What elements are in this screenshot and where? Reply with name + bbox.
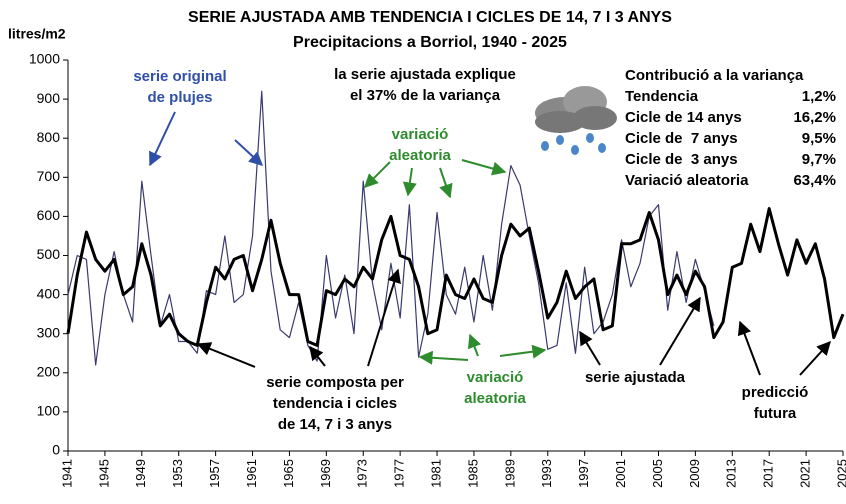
table-label: Cicle de 7 anys xyxy=(625,130,738,147)
annotation: tendencia i cicles xyxy=(273,395,397,412)
series-line xyxy=(66,207,845,347)
x-tick-label: 1985 xyxy=(465,459,480,488)
arrows xyxy=(149,111,831,376)
y-tick-label: 0 xyxy=(52,442,60,458)
y-axis-label: litres/m2 xyxy=(8,26,66,42)
chart-title: SERIE AJUSTADA AMB TENDENCIA I CICLES DE… xyxy=(188,9,672,26)
y-tick-label: 800 xyxy=(37,129,61,145)
y-tick-label: 100 xyxy=(37,403,61,419)
table-label: Cicle de 3 anys xyxy=(625,151,738,168)
x-tick-label: 2005 xyxy=(650,459,665,488)
x-tick-label: 1977 xyxy=(392,459,407,488)
chart-subtitle: Precipitacions a Borriol, 1940 - 2025 xyxy=(293,34,567,51)
table-label: Tendencia xyxy=(625,88,699,105)
x-tick-label: 1957 xyxy=(207,459,222,488)
annotation: serie composta per xyxy=(266,374,404,391)
table-value: 9,5% xyxy=(802,130,836,147)
y-tick-label: 1000 xyxy=(29,51,60,67)
x-tick-label: 1997 xyxy=(576,459,591,488)
y-tick-label: 200 xyxy=(37,364,61,380)
variance-table: Contribució a la variança Tendencia 1,2%… xyxy=(625,67,836,189)
cloud-icon xyxy=(535,86,617,155)
annotation: serie original xyxy=(133,68,226,85)
x-tick-label: 2001 xyxy=(613,459,628,488)
y-tick-label: 700 xyxy=(37,168,61,184)
table-value: 1,2% xyxy=(802,88,836,105)
y-tick-label: 500 xyxy=(37,246,61,262)
x-tick-label: 2017 xyxy=(761,459,776,488)
table-value: 63,4% xyxy=(793,172,836,189)
table-value: 16,2% xyxy=(793,109,836,126)
x-tick-label: 2025 xyxy=(834,459,846,488)
annotation: de plujes xyxy=(147,89,212,106)
table-label: Variació aleatoria xyxy=(625,172,749,189)
x-tick-label: 1973 xyxy=(355,459,370,488)
annotation: variació xyxy=(467,369,524,386)
annotation: de 14, 7 i 3 anys xyxy=(278,416,392,433)
x-tick-label: 1981 xyxy=(428,459,443,488)
x-tick-label: 2013 xyxy=(724,459,739,488)
annotation: serie ajustada xyxy=(585,369,686,386)
x-tick-label: 1941 xyxy=(59,459,74,488)
annotation: variació xyxy=(392,126,449,143)
x-tick-label: 1949 xyxy=(133,459,148,488)
x-tick-label: 2009 xyxy=(687,459,702,488)
x-tick-label: 1969 xyxy=(318,459,333,488)
x-tick-label: 1993 xyxy=(539,459,554,488)
table-label: Cicle de 14 anys xyxy=(625,109,742,126)
x-tick-label: 1989 xyxy=(502,459,517,488)
annotation: futura xyxy=(754,405,797,422)
y-tick-label: 300 xyxy=(37,324,61,340)
y-tick-label: 900 xyxy=(37,90,61,106)
annotation: el 37% de la variança xyxy=(350,87,501,104)
annotation: predicció xyxy=(742,384,809,401)
x-tick-label: 1945 xyxy=(96,459,111,488)
x-tick-label: 1965 xyxy=(281,459,296,488)
x-tick-label: 2021 xyxy=(798,459,813,488)
table-title: Contribució a la variança xyxy=(625,67,804,84)
annotation: la serie ajustada explique xyxy=(334,66,516,83)
x-tick-label: 1961 xyxy=(244,459,259,488)
x-tick-label: 1953 xyxy=(170,459,185,488)
plot: 0 100 200 300 400 500 600 700 800 900 1000 1941 1945… xyxy=(29,51,846,488)
annotation: aleatoria xyxy=(464,390,526,407)
table-value: 9,7% xyxy=(802,151,836,168)
annotation: aleatoria xyxy=(389,147,451,164)
y-tick-label: 600 xyxy=(37,207,61,223)
y-tick-label: 400 xyxy=(37,285,61,301)
